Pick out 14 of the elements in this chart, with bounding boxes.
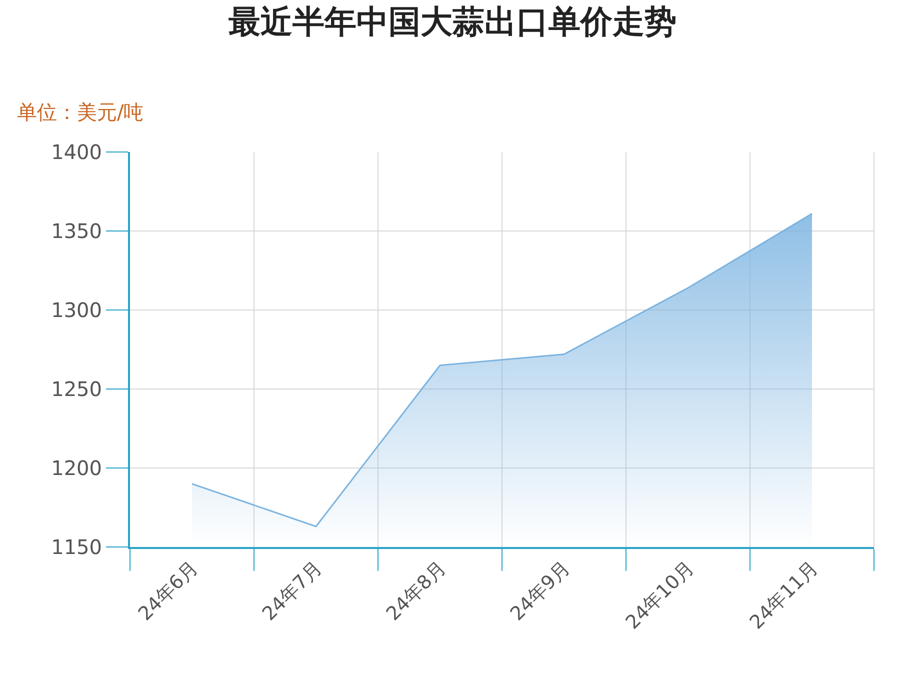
- y-tick-label: 1350: [51, 219, 102, 243]
- x-tick-label: 24年9月: [506, 556, 574, 626]
- x-tick-label: 24年11月: [746, 556, 822, 634]
- y-tick-label: 1200: [51, 456, 102, 480]
- y-tick-label: 1250: [51, 377, 102, 401]
- x-tick-label: 24年10月: [622, 556, 698, 634]
- y-tick-label: 1150: [51, 535, 102, 559]
- x-tick-label: 24年7月: [258, 556, 326, 626]
- y-tick-label: 1400: [51, 140, 102, 164]
- x-tick-label: 24年6月: [134, 556, 202, 626]
- x-tick-label: 24年8月: [382, 556, 450, 626]
- y-axis-title: 单位：美元/吨: [17, 100, 144, 124]
- chart-title: 最近半年中国大蒜出口单价走势: [228, 2, 676, 41]
- y-tick-label: 1300: [51, 298, 102, 322]
